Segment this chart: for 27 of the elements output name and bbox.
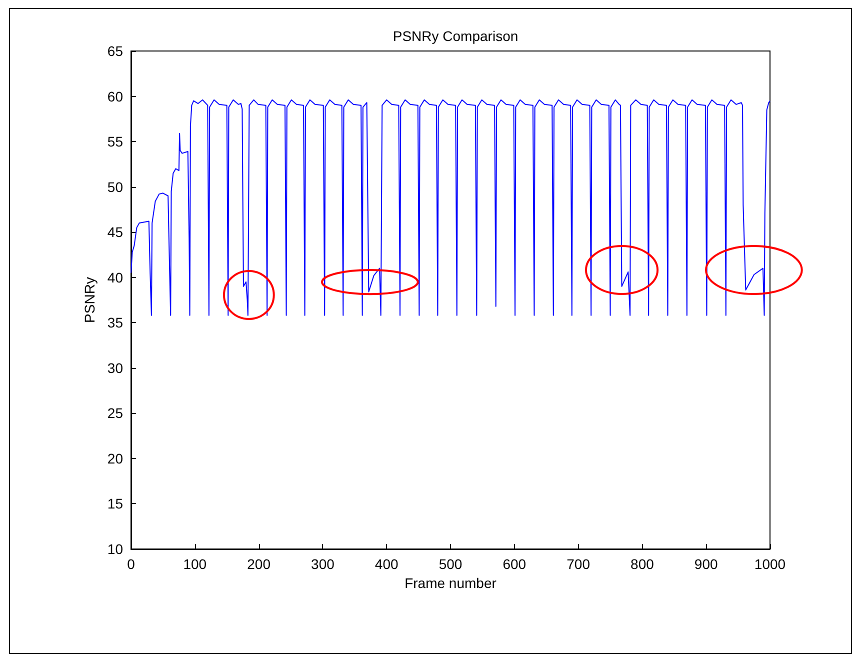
x-tick-label: 400: [374, 556, 398, 572]
y-tick-label: 45: [107, 224, 124, 240]
y-tick-label: 40: [107, 269, 124, 286]
y-tick-label: 55: [107, 134, 124, 150]
x-tick-label: 700: [566, 556, 590, 572]
x-tick-label: 0: [127, 556, 136, 572]
x-tick-label: 900: [694, 556, 718, 572]
y-tick-label: 50: [107, 178, 124, 195]
x-tick-label: 800: [630, 556, 654, 572]
y-tick-label: 15: [107, 496, 124, 512]
x-tick-label: 300: [311, 556, 335, 572]
y-tick-label: 30: [107, 360, 124, 376]
y-tick-label: 25: [107, 405, 124, 422]
y-tick-label: 10: [107, 541, 124, 557]
x-tick-label: 600: [502, 556, 526, 572]
y-tick-label: 60: [107, 88, 124, 104]
y-tick-label: 35: [107, 314, 124, 331]
x-tick-label: 1000: [754, 556, 786, 572]
x-tick-label: 500: [438, 556, 462, 572]
x-tick-label: 100: [183, 556, 207, 572]
chart-title: PSNRy Comparison: [392, 28, 518, 44]
x-axis-title: Frame number: [404, 574, 497, 591]
y-axis-title: PSNRy: [82, 277, 98, 323]
x-tick-label: 200: [247, 556, 271, 572]
y-tick-label: 65: [107, 43, 124, 59]
y-tick-label: 20: [107, 450, 124, 466]
line-series: [130, 99, 770, 316]
